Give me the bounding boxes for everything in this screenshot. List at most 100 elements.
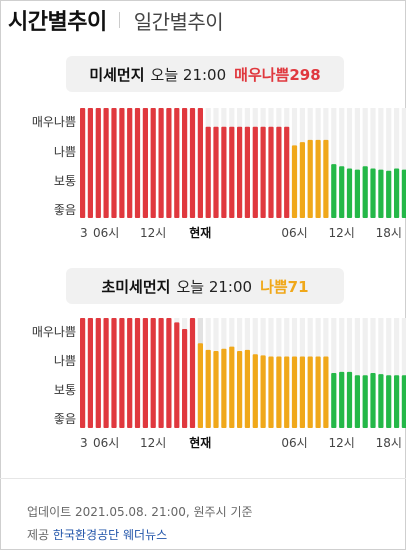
pm10-bar[interactable]	[205, 126, 211, 218]
pm10-bar-chart[interactable]: 3 06시 12시 현재 06시 12시 18시	[80, 104, 406, 244]
pm10-bar[interactable]	[268, 126, 274, 218]
pm25-bar[interactable]	[346, 371, 353, 428]
pm25-bar[interactable]	[394, 375, 400, 428]
pm25-bar[interactable]	[80, 318, 86, 428]
pm25-bar[interactable]	[370, 373, 376, 428]
provider-link-keco[interactable]: 한국환경공단	[52, 528, 120, 542]
pm10-bar[interactable]	[386, 170, 392, 218]
tab-daily[interactable]: 일간별추이	[133, 9, 224, 34]
pm10-bar[interactable]	[315, 139, 321, 218]
pm25-title: 초미세먼지	[101, 277, 171, 296]
pm10-bar[interactable]	[323, 139, 329, 218]
pm10-bar[interactable]	[394, 168, 400, 219]
pm25-bar[interactable]	[299, 356, 305, 429]
pm10-bar[interactable]	[260, 126, 266, 218]
pm10-bar-track	[339, 108, 345, 218]
pm10-bar[interactable]	[378, 169, 384, 218]
pm25-bar[interactable]	[182, 329, 188, 428]
pm25-bar[interactable]	[166, 318, 172, 428]
pm25-bar[interactable]	[205, 349, 211, 428]
pm25-bar[interactable]	[127, 318, 133, 428]
pm10-bar[interactable]	[284, 126, 290, 218]
pm25-bar[interactable]	[268, 356, 274, 429]
pm25-bar[interactable]	[111, 318, 117, 428]
pm25-bar[interactable]	[158, 318, 164, 428]
pm25-bar[interactable]	[315, 356, 321, 429]
pm25-bar[interactable]	[354, 375, 360, 428]
provider-link-weathernews[interactable]: 웨더뉴스	[123, 528, 168, 542]
pm25-bar[interactable]	[87, 318, 93, 428]
pm10-bar[interactable]	[237, 126, 243, 218]
pm10-bar[interactable]	[401, 169, 406, 218]
pm25-bar-track	[354, 318, 360, 428]
pm25-bar[interactable]	[244, 349, 250, 428]
pm10-bar[interactable]	[276, 126, 282, 218]
pm25-bar[interactable]	[95, 318, 101, 428]
tab-hourly[interactable]: 시간별추이	[8, 10, 107, 35]
pm10-bar-track	[378, 108, 384, 218]
pm10-bar[interactable]	[362, 166, 368, 218]
pm25-bar[interactable]	[323, 356, 329, 429]
pm25-bar[interactable]	[252, 354, 258, 428]
pm10-bar[interactable]	[221, 126, 227, 218]
pm10-bar[interactable]	[87, 108, 93, 218]
pm10-bar[interactable]	[229, 126, 235, 218]
pm25-bar[interactable]	[142, 318, 148, 428]
pm10-bar[interactable]	[213, 126, 219, 218]
pm10-bar[interactable]	[189, 108, 196, 218]
pm10-bar[interactable]	[370, 168, 376, 219]
pm25-bar[interactable]	[189, 318, 196, 428]
pm25-bar[interactable]	[103, 318, 109, 428]
pm25-bar[interactable]	[378, 374, 384, 428]
pm10-bar[interactable]	[244, 126, 250, 218]
pm10-bar[interactable]	[331, 164, 337, 218]
pm10-bar[interactable]	[339, 166, 345, 218]
pm10-bar[interactable]	[299, 142, 305, 218]
pm25-bar[interactable]	[237, 351, 243, 428]
pm10-bar[interactable]	[252, 126, 258, 218]
pm25-bar[interactable]	[197, 343, 203, 428]
pm10-bar[interactable]	[119, 108, 125, 218]
pm25-bar[interactable]	[291, 356, 298, 429]
pm25-bar[interactable]	[221, 348, 227, 428]
pm10-bar[interactable]	[174, 108, 180, 218]
pm10-value: 298	[289, 65, 321, 84]
pm25-bar[interactable]	[229, 346, 235, 428]
pm25-bar[interactable]	[307, 356, 313, 429]
pm25-bar[interactable]	[174, 322, 180, 428]
pm10-bar[interactable]	[182, 108, 188, 218]
pm10-bar[interactable]	[127, 108, 133, 218]
pm25-bar[interactable]	[386, 375, 392, 428]
pm10-bar[interactable]	[166, 108, 172, 218]
pm10-bar[interactable]	[307, 139, 313, 218]
pm10-x-tick-label: 3	[80, 226, 88, 240]
pm25-bar[interactable]	[150, 318, 156, 428]
pm10-bar[interactable]	[291, 145, 298, 218]
pm25-bar[interactable]	[276, 356, 282, 429]
pm25-bar[interactable]	[260, 355, 266, 428]
pm10-bar[interactable]	[80, 108, 86, 218]
pm10-bar[interactable]	[95, 108, 101, 218]
pm10-bar[interactable]	[197, 108, 203, 218]
pm10-bar-track	[362, 108, 368, 218]
pm25-bar-chart[interactable]: 3 06시 12시 현재 06시 12시 18시	[80, 314, 406, 454]
pm10-bar-track	[386, 108, 392, 218]
pm25-bar[interactable]	[362, 375, 368, 428]
pm25-bar[interactable]	[284, 356, 290, 429]
pm10-bar[interactable]	[111, 108, 117, 218]
pm10-bar[interactable]	[103, 108, 109, 218]
pm10-bar[interactable]	[354, 169, 360, 218]
pm25-bar[interactable]	[331, 373, 337, 428]
pm25-status-label: 나쁨	[260, 277, 288, 296]
pm25-bar[interactable]	[339, 371, 345, 428]
pm25-bar[interactable]	[213, 351, 219, 428]
pm25-bar[interactable]	[134, 318, 141, 428]
pm10-bar[interactable]	[158, 108, 164, 218]
pm25-bar[interactable]	[119, 318, 125, 428]
pm10-bar[interactable]	[346, 168, 353, 219]
pm10-bar[interactable]	[142, 108, 148, 218]
pm10-time: 오늘 21:00	[150, 65, 227, 84]
pm25-bar[interactable]	[401, 375, 406, 428]
pm10-bar[interactable]	[134, 108, 141, 218]
pm10-bar[interactable]	[150, 108, 156, 218]
